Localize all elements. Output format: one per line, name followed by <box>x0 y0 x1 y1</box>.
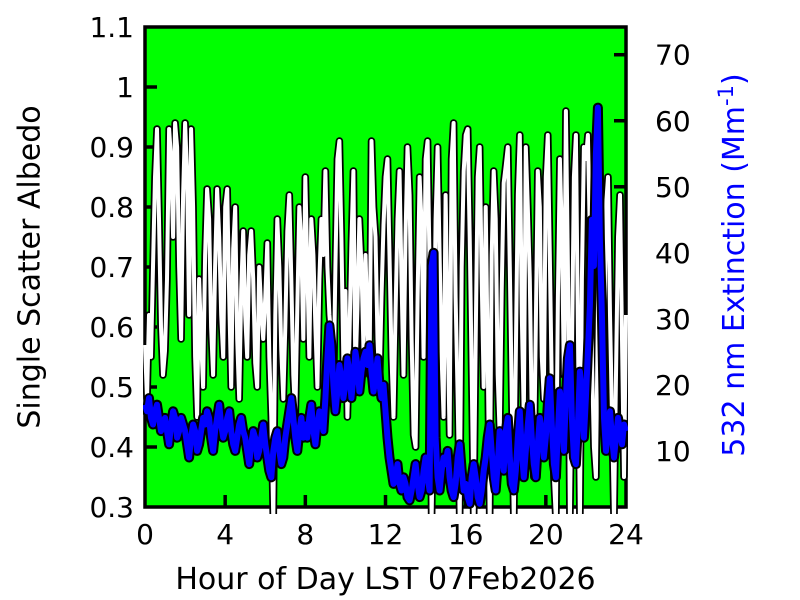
y-left-tick-label: 0.7 <box>89 251 134 284</box>
series-extinction-line <box>143 104 628 507</box>
y-left-tick-label: 1.1 <box>89 11 134 44</box>
x-axis-title: Hour of Day LST 07Feb2026 <box>175 562 596 597</box>
y-left-tick-label: 0.4 <box>89 431 134 464</box>
y-left-tick-label: 0.6 <box>89 311 134 344</box>
y-left-tick-label: 1 <box>116 71 134 104</box>
y-right-tick-label: 20 <box>655 369 691 402</box>
y-right-tick-label: 40 <box>655 237 691 270</box>
x-tick-label: 4 <box>216 518 234 551</box>
right-axis-title-text: 532 nm Extinction (Mm <box>717 105 752 457</box>
y-left-tick-label: 0.9 <box>89 131 134 164</box>
x-tick-label: 8 <box>296 518 314 551</box>
y-left-tick-label: 0.3 <box>89 491 134 524</box>
y-right-tick-label: 60 <box>655 105 691 138</box>
x-tick-label: 20 <box>528 518 564 551</box>
right-axis-title-superscript: -1 <box>714 85 738 106</box>
y-left-tick-label: 0.8 <box>89 191 134 224</box>
right-axis-title: 532 nm Extinction (Mm-1) <box>714 73 752 456</box>
right-axis-title-close-paren: ) <box>717 73 752 86</box>
x-tick-label: 12 <box>368 518 404 551</box>
x-tick-label: 0 <box>136 518 154 551</box>
left-axis-title: Single Scatter Albedo <box>12 105 48 429</box>
series-albedo-line <box>143 109 628 514</box>
y-left-tick-label: 0.5 <box>89 371 134 404</box>
x-tick-label: 16 <box>448 518 484 551</box>
x-tick-label: 24 <box>608 518 644 551</box>
y-right-tick-label: 70 <box>655 39 691 72</box>
y-right-tick-label: 30 <box>655 303 691 336</box>
y-right-tick-label: 50 <box>655 171 691 204</box>
y-right-tick-label: 10 <box>655 435 691 468</box>
series-group <box>143 102 628 514</box>
